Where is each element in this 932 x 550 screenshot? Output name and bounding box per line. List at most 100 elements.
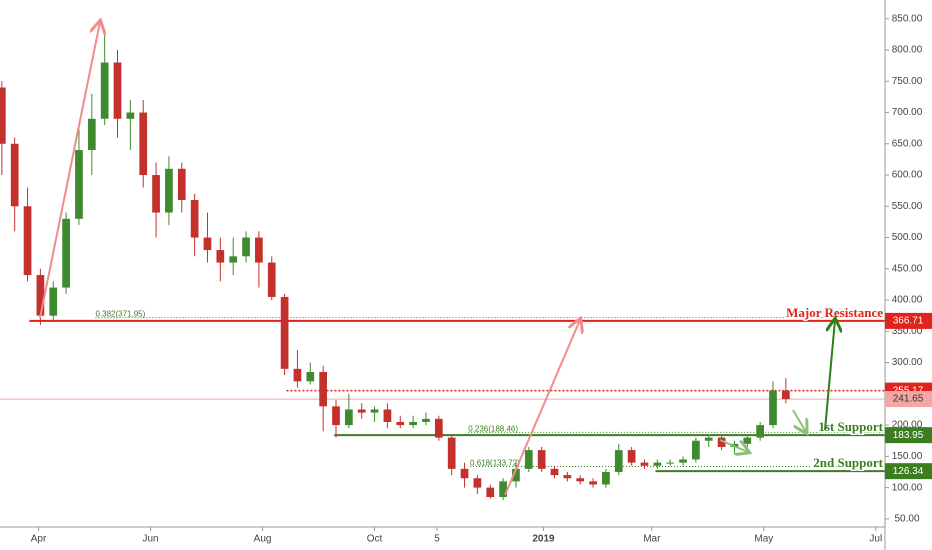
candle-body	[396, 421, 405, 426]
candle-body	[62, 218, 70, 288]
fib-label: 0.382(371.95)	[95, 310, 145, 319]
x-tick-label: May	[754, 534, 773, 545]
candle-body	[165, 168, 173, 213]
candle-body	[627, 450, 636, 463]
candle-body	[692, 440, 700, 460]
candle-body	[614, 450, 623, 472]
candle-body	[280, 296, 289, 369]
arrow	[824, 320, 835, 431]
candle-body	[370, 409, 379, 413]
candle-body	[229, 256, 238, 263]
y-tick-label: 450.00	[892, 263, 923, 274]
candle-body	[255, 237, 263, 263]
candle-body	[49, 287, 58, 316]
y-tick-label: 700.00	[892, 107, 923, 118]
y-tick-label: 50.00	[894, 514, 919, 525]
candle-body	[512, 468, 520, 482]
candle-body	[447, 437, 456, 469]
candle-body	[36, 275, 45, 316]
x-tick-label: 2019	[532, 534, 555, 545]
candle-body	[704, 437, 713, 441]
level-name: Major Resistance	[786, 305, 883, 320]
candle-body	[242, 237, 250, 257]
price-label: 126.34	[893, 466, 924, 477]
price-label: 183.95	[893, 430, 924, 441]
candle-body	[743, 437, 752, 444]
candle-body	[332, 406, 340, 426]
candle-body	[769, 390, 777, 426]
candle-body	[550, 468, 559, 476]
arrow	[719, 439, 748, 452]
y-tick-label: 850.00	[892, 13, 923, 24]
candle-body	[306, 371, 315, 382]
candle-body	[640, 462, 649, 466]
candle-body	[563, 475, 572, 479]
x-tick-label: Jul	[869, 534, 882, 545]
candle-body	[524, 450, 533, 469]
price-label-box	[885, 427, 932, 444]
x-tick-label: Jun	[142, 534, 158, 545]
plot: 0.382(371.95) 0.236(188.46) 0.618(133.72) M…	[0, 31, 885, 501]
price-label-box	[885, 312, 932, 329]
candle-body	[152, 175, 160, 213]
candle-body	[177, 168, 186, 201]
price-label-box	[885, 463, 932, 480]
arrow	[792, 409, 806, 432]
candle-body	[537, 450, 546, 469]
candle-body	[576, 478, 585, 482]
level-name: 1st Support	[818, 419, 883, 434]
candle-body	[409, 421, 417, 426]
level-name: 2nd Support	[813, 455, 883, 470]
price-label: 255.17	[893, 385, 924, 396]
candle-body	[216, 250, 225, 263]
candle-body	[383, 409, 392, 422]
candle-body	[460, 468, 469, 479]
candle-body	[589, 481, 597, 485]
candle-body	[139, 112, 148, 176]
fib-label: 0.618(133.72)	[470, 459, 520, 468]
y-tick-label: 300.00	[892, 357, 923, 368]
x-tick-label: Aug	[254, 534, 272, 545]
y-tick-label: 400.00	[892, 295, 923, 306]
candle-body	[602, 471, 610, 485]
candle-body	[717, 437, 726, 447]
y-tick-label: 600.00	[892, 170, 923, 181]
candle-body	[653, 462, 662, 466]
candle-body	[126, 112, 135, 119]
price-label-box	[885, 391, 932, 408]
candle-body	[23, 206, 32, 276]
y-tick-label: 550.00	[892, 201, 923, 212]
candle-body	[357, 409, 366, 413]
y-tick-label: 650.00	[892, 138, 923, 149]
candle-body	[0, 87, 6, 144]
x-tick-label: Oct	[367, 534, 383, 545]
x-tick-label: 5	[434, 534, 440, 545]
candle-body	[267, 262, 276, 297]
candle-body	[422, 418, 430, 422]
candle-body	[75, 150, 83, 219]
candle-body	[679, 459, 687, 463]
candle-body	[87, 118, 96, 151]
arrow	[39, 22, 100, 319]
arrow	[504, 320, 580, 496]
candle-body	[113, 62, 122, 119]
candle-body	[203, 237, 212, 251]
candle-body	[486, 487, 495, 497]
x-tick-label: Mar	[643, 534, 661, 545]
annotation-arrows	[39, 22, 835, 496]
fib-label: 0.236(188.46)	[468, 424, 518, 433]
y-tick-label: 500.00	[892, 232, 923, 243]
candle-body	[499, 481, 507, 497]
candle-body	[473, 478, 482, 488]
candle-body	[666, 462, 675, 464]
y-tick-label: 800.00	[892, 45, 923, 56]
x-tick-label: Apr	[31, 534, 47, 545]
y-tick-label: 350.00	[892, 326, 923, 337]
candle-body	[319, 371, 328, 407]
y-tick-label: 750.00	[892, 76, 923, 87]
y-tick-label: 100.00	[892, 482, 923, 493]
price-label: 241.65	[893, 394, 924, 405]
y-tick-label: 200.00	[892, 420, 923, 431]
